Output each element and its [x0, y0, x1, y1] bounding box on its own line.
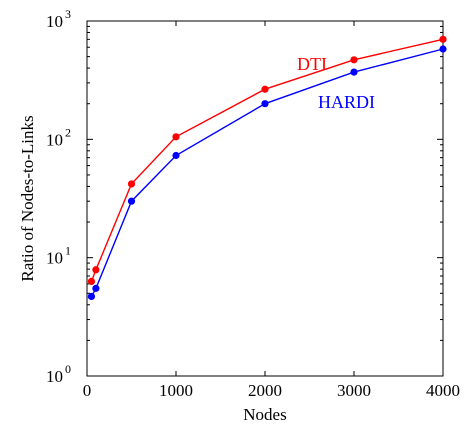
x-tick-label: 4000	[426, 381, 460, 400]
data-point-dti	[92, 266, 100, 274]
data-point-hardi	[92, 284, 100, 292]
series-label-hardi: HARDI	[318, 92, 375, 112]
data-point-dti	[87, 277, 96, 286]
x-tick-label: 1000	[159, 381, 193, 400]
series-line-hardi	[90, 48, 444, 297]
y-tick-label: 10	[46, 12, 63, 31]
series-line-dti	[90, 38, 444, 282]
plot-frame	[86, 20, 444, 377]
y-tick-exponent: 1	[65, 244, 71, 258]
y-tick-label: 10	[46, 249, 63, 268]
data-point-hardi	[261, 100, 269, 108]
y-axis-label: Ratio of Nodes-to-Links	[18, 115, 37, 281]
data-point-hardi	[439, 45, 447, 53]
x-tick-label: 3000	[337, 381, 371, 400]
y-tick-label: 10	[46, 130, 63, 149]
y-tick-exponent: 0	[65, 362, 71, 376]
data-point-dti	[261, 85, 269, 93]
data-point-dti	[127, 180, 136, 188]
x-tick-label: 2000	[248, 381, 282, 400]
series-label-dti: DTI	[297, 54, 327, 74]
data-point-dti	[350, 56, 358, 64]
y-tick-exponent: 2	[65, 125, 71, 139]
data-point-hardi	[350, 68, 358, 76]
data-point-dti	[439, 35, 447, 43]
data-point-hardi	[127, 197, 136, 205]
x-axis-ticks: 0 1000 2000 3000 4000	[83, 21, 460, 400]
data-point-hardi	[172, 151, 180, 160]
series-lines	[90, 38, 444, 297]
data-point-hardi	[87, 292, 96, 301]
x-axis-label: Nodes	[243, 405, 286, 424]
y-tick-label: 10	[46, 367, 63, 386]
x-tick-label: 0	[83, 381, 92, 400]
y-tick-exponent: 3	[65, 7, 71, 21]
data-point-dti	[172, 133, 180, 141]
series-points	[87, 35, 447, 301]
axes-frame	[86, 20, 444, 377]
